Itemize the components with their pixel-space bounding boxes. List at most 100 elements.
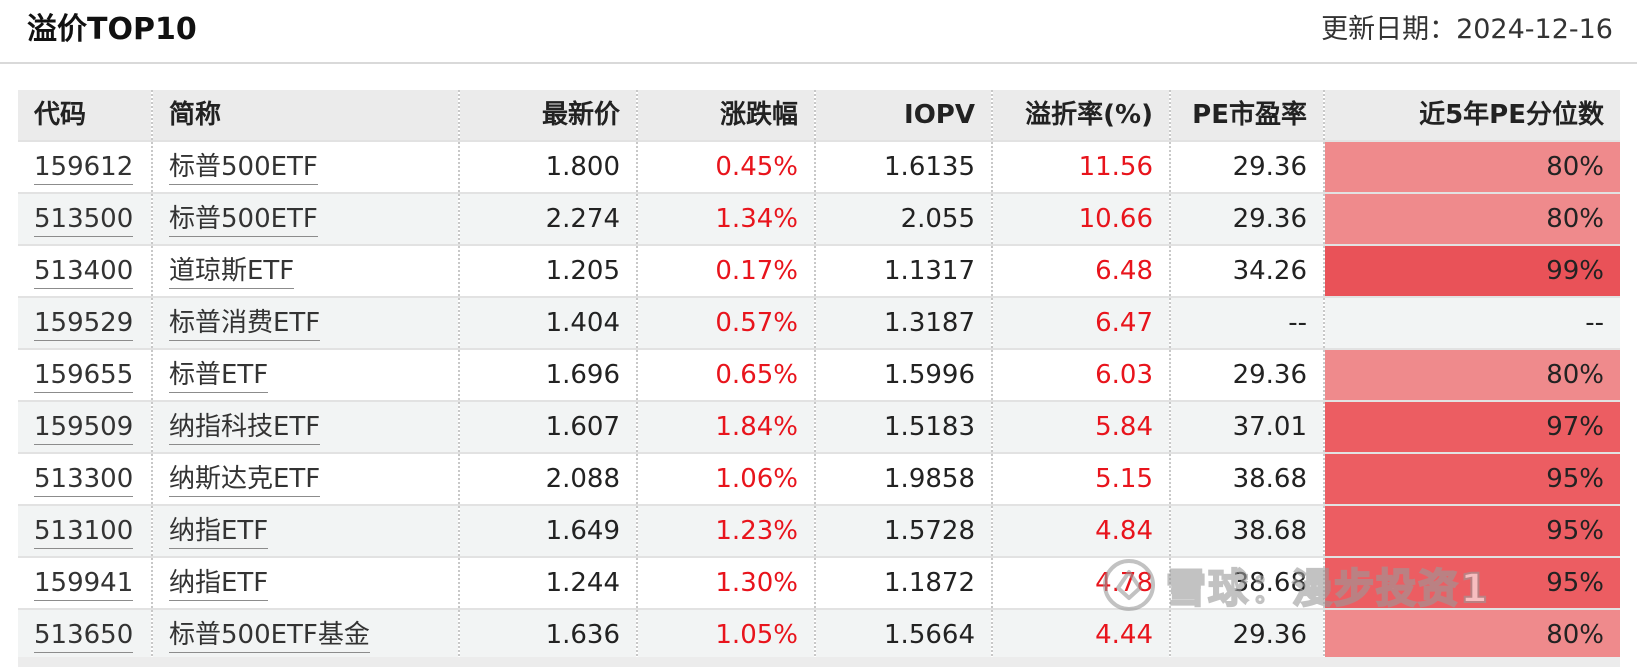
column-header-change[interactable]: 涨跌幅: [636, 90, 815, 141]
cell-code[interactable]: 159612: [18, 140, 152, 193]
fund-name-link[interactable]: 标普500ETF基金: [169, 620, 370, 653]
fund-code-link[interactable]: 159612: [34, 152, 134, 185]
cell-code[interactable]: 513100: [18, 504, 152, 557]
cell-change: 0.57%: [636, 296, 815, 349]
cell-change: 1.05%: [636, 608, 815, 662]
page-header: 溢价TOP10 更新日期：2024-12-16: [0, 0, 1637, 64]
cell-code[interactable]: 159655: [18, 348, 152, 401]
cell-pe: 29.36: [1169, 192, 1324, 245]
cell-iopv: 1.1872: [814, 556, 992, 609]
fund-name-link[interactable]: 道琼斯ETF: [169, 256, 295, 289]
cell-iopv: 1.6135: [814, 140, 992, 193]
cell-code[interactable]: 513400: [18, 244, 152, 297]
table-row: 513100 纳指ETF 1.649 1.23% 1.5728 4.84 38.68 95%: [18, 504, 1620, 557]
cell-premium: 6.48: [991, 244, 1170, 297]
fund-name-link[interactable]: 纳斯达克ETF: [169, 464, 321, 497]
cell-pe: --: [1169, 296, 1324, 349]
table-row: 513500 标普500ETF 2.274 1.34% 2.055 10.66 29.36 8…: [18, 192, 1620, 245]
cell-premium: 5.84: [991, 400, 1170, 453]
cell-pe-percentile: 80%: [1323, 348, 1620, 401]
cell-code[interactable]: 513300: [18, 452, 152, 505]
cell-pe: 38.68: [1169, 452, 1324, 505]
cell-name[interactable]: 纳斯达克ETF: [151, 452, 459, 505]
column-header-code[interactable]: 代码: [34, 100, 87, 130]
cell-pe-percentile: 95%: [1323, 452, 1620, 505]
table-body: 159612 标普500ETF 1.800 0.45% 1.6135 11.56 29.36…: [18, 140, 1620, 662]
column-header-premium[interactable]: 溢折率(%): [991, 90, 1170, 141]
cell-code[interactable]: 159529: [18, 296, 152, 349]
table-row: 159612 标普500ETF 1.800 0.45% 1.6135 11.56 29.36…: [18, 140, 1620, 193]
cell-code[interactable]: 159509: [18, 400, 152, 453]
column-header-pe-percentile[interactable]: 近5年PE分位数: [1323, 90, 1620, 141]
fund-name-link[interactable]: 标普ETF: [169, 360, 269, 393]
cell-change: 0.45%: [636, 140, 815, 193]
cell-price: 1.696: [458, 348, 637, 401]
cell-price: 1.607: [458, 400, 637, 453]
cell-code[interactable]: 159941: [18, 556, 152, 609]
page-title: 溢价TOP10: [27, 12, 197, 47]
fund-code-link[interactable]: 159509: [34, 412, 134, 445]
column-header-price[interactable]: 最新价: [458, 90, 637, 141]
table-row: 159941 纳指ETF 1.244 1.30% 1.1872 4.78 38.68 95%: [18, 556, 1620, 609]
cell-premium: 5.15: [991, 452, 1170, 505]
fund-code-link[interactable]: 159529: [34, 308, 134, 341]
cell-premium: 6.03: [991, 348, 1170, 401]
column-header-iopv[interactable]: IOPV: [814, 90, 992, 141]
cell-name[interactable]: 纳指科技ETF: [151, 400, 459, 453]
fund-code-link[interactable]: 159941: [34, 568, 134, 601]
cell-iopv: 1.5996: [814, 348, 992, 401]
premium-table: 代码 简称 最新价 涨跌幅 IOPV 溢折率(%) PE市盈率 近5年PE分位数…: [18, 90, 1620, 662]
cell-name[interactable]: 纳指ETF: [151, 504, 459, 557]
cell-price: 1.636: [458, 608, 637, 662]
cell-name[interactable]: 标普ETF: [151, 348, 459, 401]
cell-premium: 4.84: [991, 504, 1170, 557]
fund-name-link[interactable]: 纳指ETF: [169, 516, 269, 549]
cell-iopv: 1.5664: [814, 608, 992, 662]
cell-price: 1.404: [458, 296, 637, 349]
cell-iopv: 1.3187: [814, 296, 992, 349]
cell-pe: 29.36: [1169, 608, 1324, 662]
fund-code-link[interactable]: 513300: [34, 464, 134, 497]
cell-pe: 34.26: [1169, 244, 1324, 297]
cell-code[interactable]: 513650: [18, 608, 152, 662]
fund-code-link[interactable]: 513650: [34, 620, 134, 653]
cell-pe-percentile: 80%: [1323, 608, 1620, 662]
cell-price: 1.205: [458, 244, 637, 297]
update-date: 更新日期：2024-12-16: [1321, 14, 1613, 45]
cell-code[interactable]: 513500: [18, 192, 152, 245]
cell-name[interactable]: 道琼斯ETF: [151, 244, 459, 297]
cell-pe-percentile: 97%: [1323, 400, 1620, 453]
cell-change: 1.34%: [636, 192, 815, 245]
fund-name-link[interactable]: 纳指ETF: [169, 568, 269, 601]
cell-name[interactable]: 标普消费ETF: [151, 296, 459, 349]
fund-name-link[interactable]: 标普500ETF: [169, 152, 318, 185]
fund-code-link[interactable]: 159655: [34, 360, 134, 393]
column-header-name[interactable]: 简称: [151, 90, 459, 141]
cell-price: 2.274: [458, 192, 637, 245]
cell-premium: 11.56: [991, 140, 1170, 193]
cell-premium: 10.66: [991, 192, 1170, 245]
cell-change: 0.17%: [636, 244, 815, 297]
cell-name[interactable]: 纳指ETF: [151, 556, 459, 609]
fund-name-link[interactable]: 纳指科技ETF: [169, 412, 321, 445]
cell-iopv: 1.1317: [814, 244, 992, 297]
cell-name[interactable]: 标普500ETF: [151, 140, 459, 193]
cell-pe-percentile: 95%: [1323, 556, 1620, 609]
fund-name-link[interactable]: 标普500ETF: [169, 204, 318, 237]
cell-pe: 29.36: [1169, 140, 1324, 193]
cell-name[interactable]: 标普500ETF: [151, 192, 459, 245]
table-row: 159509 纳指科技ETF 1.607 1.84% 1.5183 5.84 37.01 97…: [18, 400, 1620, 453]
cell-name[interactable]: 标普500ETF基金: [151, 608, 459, 662]
cell-pe-percentile: 80%: [1323, 192, 1620, 245]
fund-name-link[interactable]: 标普消费ETF: [169, 308, 321, 341]
cell-pe: 29.36: [1169, 348, 1324, 401]
cell-pe-percentile: 80%: [1323, 140, 1620, 193]
column-header-pe[interactable]: PE市盈率: [1169, 90, 1324, 141]
table-row: 513650 标普500ETF基金 1.636 1.05% 1.5664 4.44 29.3…: [18, 608, 1620, 662]
fund-code-link[interactable]: 513500: [34, 204, 134, 237]
fund-code-link[interactable]: 513400: [34, 256, 134, 289]
cell-change: 1.84%: [636, 400, 815, 453]
fund-code-link[interactable]: 513100: [34, 516, 134, 549]
bottom-divider: [18, 657, 1620, 667]
